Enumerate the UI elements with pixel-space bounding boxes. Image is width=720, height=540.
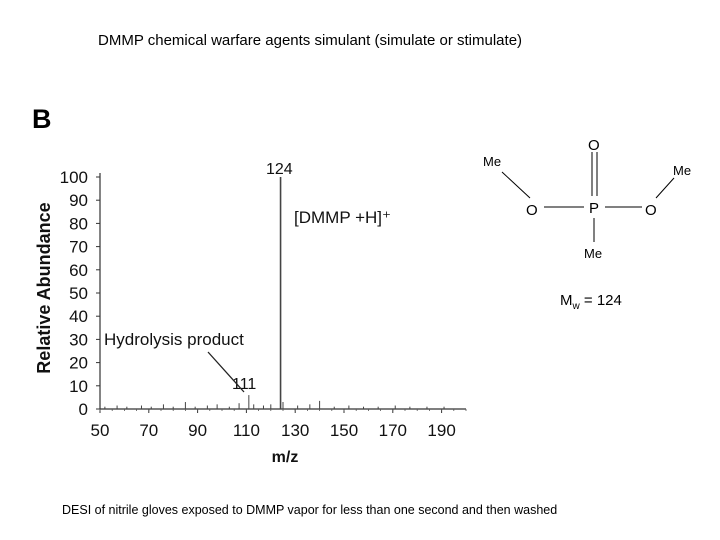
- annotation-hydrolysis: Hydrolysis product: [104, 330, 244, 349]
- y-tick-label: 50: [69, 284, 88, 303]
- methyl-top-right: Me: [673, 163, 691, 178]
- atom-o-top: O: [588, 137, 600, 154]
- y-tick-label: 80: [69, 214, 88, 233]
- y-tick-label: 100: [60, 168, 88, 187]
- atom-o-right: O: [645, 202, 657, 219]
- axes-layer: [99, 173, 466, 410]
- page-title: DMMP chemical warfare agents simulant (s…: [98, 32, 523, 49]
- x-tick-label: 130: [281, 421, 309, 440]
- y-tick-label: 60: [69, 261, 88, 280]
- y-tick-label: 30: [69, 330, 88, 349]
- x-tick-label: 70: [139, 421, 158, 440]
- dmmp-structure: O P O O Me Me Me: [483, 137, 691, 261]
- atom-o-left: O: [526, 202, 538, 219]
- x-tick-label: 150: [330, 421, 358, 440]
- methyl-top-left: Me: [483, 154, 501, 169]
- figure-caption: DESI of nitrile gloves exposed to DMMP v…: [62, 503, 558, 517]
- peaks-layer: [104, 177, 445, 409]
- atom-p: P: [589, 200, 599, 217]
- y-tick-label: 0: [79, 400, 88, 419]
- panel-label: B: [32, 104, 52, 134]
- x-tick-label: 110: [233, 421, 260, 440]
- y-tick-label: 90: [69, 191, 88, 210]
- x-tick-label: 190: [427, 421, 455, 440]
- x-tick-label: 170: [379, 421, 407, 440]
- molecular-weight: Mw = 124: [560, 292, 622, 312]
- annotation-111: 111: [232, 376, 256, 393]
- annotation-124: 124: [266, 161, 293, 178]
- y-tick-label: 70: [69, 238, 88, 257]
- methyl-bottom: Me: [584, 246, 602, 261]
- y-tick-label: 40: [69, 307, 88, 326]
- x-tick-label: 90: [188, 421, 207, 440]
- annotation-arrow: [207, 351, 245, 393]
- y-tick-label: 10: [69, 377, 88, 396]
- bond-o-me-right: [655, 177, 675, 199]
- x-tick-label: 50: [91, 421, 110, 440]
- annotation-dmmp-ion: [DMMP +H]⁺: [294, 208, 391, 227]
- y-tick-label: 20: [69, 354, 88, 373]
- ticks-layer: 0 10 20 30 40 50 60 70 80 90 100 50 70 90 110 130 150 170…: [60, 168, 467, 440]
- bond-o-me-left: [501, 171, 531, 199]
- x-axis-label: m/z: [272, 449, 299, 466]
- y-axis-label: Relative Abundance: [34, 202, 54, 373]
